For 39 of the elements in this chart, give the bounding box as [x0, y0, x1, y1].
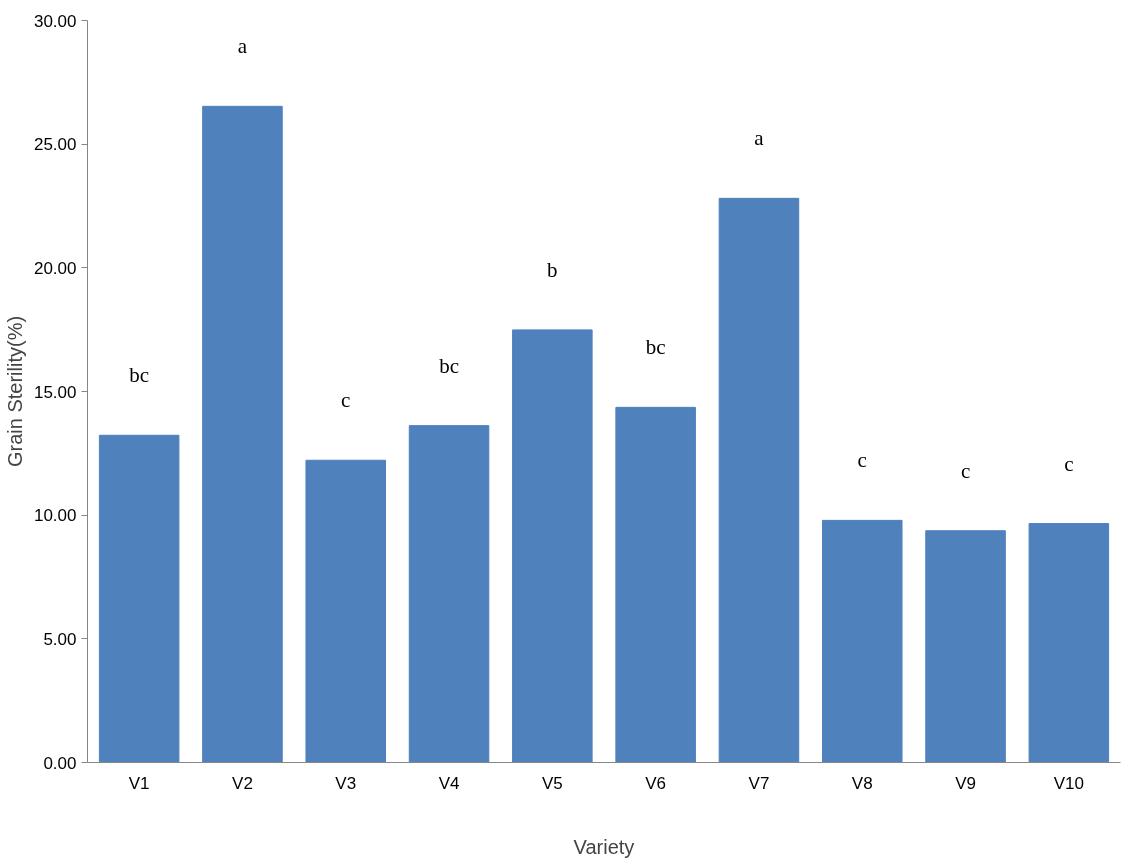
y-tick-label: 0.00 [43, 753, 77, 773]
annotation: a [237, 34, 248, 59]
annotation: c [960, 458, 971, 483]
x-tick-label: V7 [748, 773, 770, 793]
bar [98, 434, 180, 763]
annotation: a [754, 126, 765, 151]
bar [821, 519, 903, 763]
x-tick-label: V1 [128, 773, 150, 793]
x-tick-label: V9 [955, 773, 976, 793]
x-tick-label: V8 [851, 773, 873, 793]
bar [615, 406, 696, 763]
annotation: b [547, 257, 558, 282]
annotation: bc [129, 363, 150, 388]
x-axis-title: Variety [573, 835, 635, 858]
x-tick-label: V3 [335, 773, 357, 793]
y-tick-label: 25.00 [33, 135, 77, 155]
annotation: c [341, 388, 351, 413]
y-tick-label: 15.00 [33, 382, 77, 402]
bar [408, 425, 490, 763]
x-tick-label: V2 [232, 773, 253, 793]
y-axis-title: Grain Sterility(%) [3, 315, 26, 468]
bar [512, 329, 593, 763]
y-tick-label: 10.00 [33, 506, 77, 526]
y-tick-label: 20.00 [33, 258, 77, 278]
bar [925, 530, 1006, 763]
annotation: c [857, 448, 867, 473]
annotation: bc [645, 335, 666, 360]
y-tick-label: 30.00 [33, 11, 77, 31]
y-tick-label: 5.00 [43, 629, 77, 649]
bar [1028, 523, 1110, 763]
bar [718, 197, 800, 763]
annotation: c [1064, 451, 1074, 476]
x-tick-label: V5 [541, 773, 563, 793]
bar [305, 459, 387, 763]
x-tick-label: V10 [1053, 773, 1084, 793]
x-tick-label: V4 [438, 773, 460, 793]
bar [202, 105, 283, 763]
x-tick-label: V6 [645, 773, 667, 793]
annotation: bc [439, 353, 459, 378]
